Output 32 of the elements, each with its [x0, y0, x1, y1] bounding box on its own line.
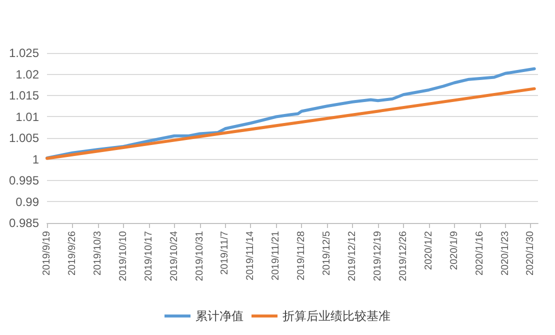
x-tick-label: 2019/12/12: [347, 230, 358, 282]
y-tick-label: 1.005: [8, 131, 40, 145]
y-tick-label: 0.995: [8, 174, 40, 188]
x-tick-label: 2019/9/26: [66, 230, 78, 276]
x-tick-label: 2020/1/16: [474, 230, 486, 276]
x-tick-label: 2019/11/21: [270, 230, 282, 280]
x-tick-label: 2019/12/26: [398, 230, 409, 282]
x-tick-label: 2020/1/23: [500, 230, 511, 276]
y-tick-label: 0.99: [16, 194, 40, 209]
legend-label: 累计净值: [196, 309, 244, 323]
x-tick-label: 2019/10/24: [168, 230, 180, 282]
y-tick-label: 1.025: [8, 46, 40, 60]
x-tick-label: 2020/1/9: [448, 230, 460, 270]
y-tick-label: 1.01: [16, 110, 40, 124]
x-tick-label: 2019/11/7: [220, 230, 231, 275]
x-tick-label: 2019/10/3: [92, 230, 104, 276]
x-tick-label: 2019/10/17: [143, 230, 154, 282]
x-tick-label: 2019/11/28: [296, 230, 308, 280]
x-tick-label: 2019/12/5: [322, 230, 333, 276]
y-tick-label: 1.015: [8, 88, 40, 102]
x-tick-label: 2019/12/19: [372, 230, 384, 282]
y-tick-label: 1.02: [16, 67, 40, 82]
legend-label: 折算后业绩比较基准: [282, 309, 390, 323]
x-tick-label: 2020/1/2: [423, 230, 434, 270]
y-tick-label: 1: [32, 152, 40, 166]
x-tick-label: 2019/9/19: [42, 230, 52, 276]
y-tick-label: 0.985: [8, 216, 40, 230]
x-tick-label: 2019/11/14: [245, 230, 256, 280]
line-series: [46, 87, 536, 160]
x-tick-label: 2019/10/10: [118, 230, 129, 282]
x-tick-label: 2019/10/31: [194, 230, 206, 282]
x-tick-label: 2020/1/30: [525, 230, 536, 276]
